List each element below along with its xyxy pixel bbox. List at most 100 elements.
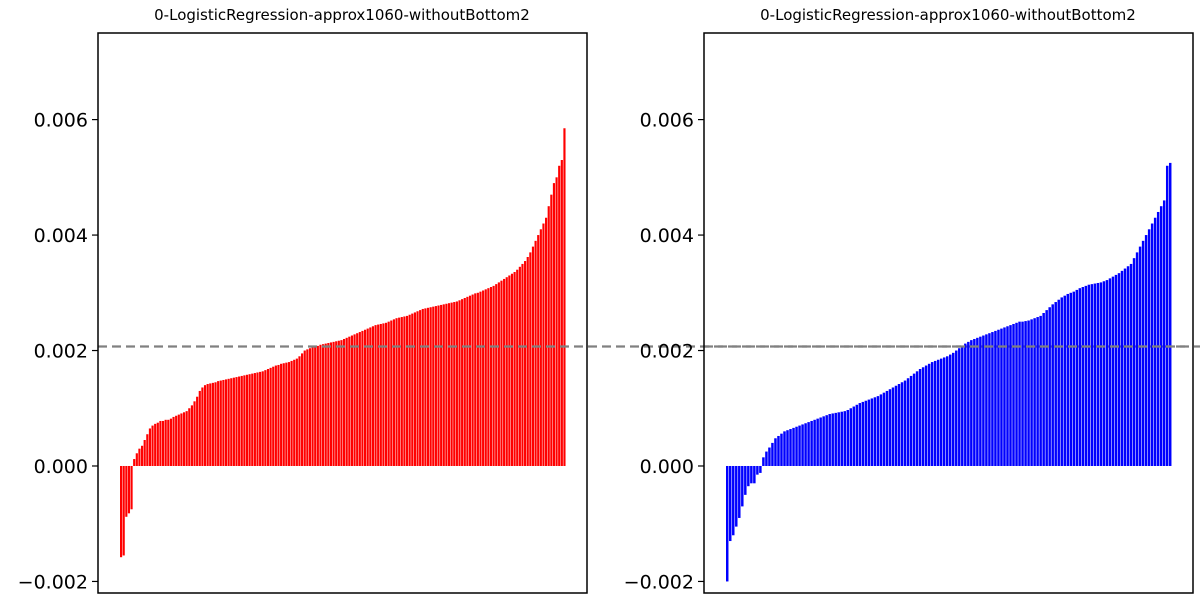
bar-left-166 [555, 177, 558, 466]
bar-right-39 [843, 411, 846, 466]
bar-left-150 [513, 272, 516, 466]
bar-right-18 [780, 433, 783, 466]
bar-left-32 [203, 385, 207, 466]
bar-left-52 [256, 372, 259, 466]
bar-right-116 [1075, 289, 1079, 466]
bar-right-137 [1138, 246, 1142, 466]
bar-left-24 [182, 412, 186, 466]
bar-left-2 [125, 465, 128, 517]
bar-right-7 [747, 465, 750, 487]
bar-right-71 [939, 358, 943, 466]
bar-left-134 [471, 294, 474, 466]
bar-left-27 [190, 405, 193, 466]
bar-right-131 [1120, 270, 1124, 466]
bar-left-46 [240, 375, 243, 466]
bar-left-25 [185, 411, 188, 466]
bar-left-73 [311, 347, 314, 466]
bar-right-64 [918, 369, 922, 466]
bar-left-137 [479, 291, 482, 466]
bar-left-81 [332, 341, 335, 466]
bar-right-102 [1033, 318, 1036, 466]
bar-left-8 [140, 445, 144, 466]
bar-right-27 [807, 422, 810, 466]
bar-right-8 [750, 465, 753, 484]
bar-left-10 [146, 434, 149, 466]
bar-right-90 [997, 329, 1000, 466]
bar-left-141 [489, 287, 493, 466]
bar-left-26 [188, 408, 191, 466]
bar-right-128 [1111, 276, 1115, 466]
bar-left-127 [453, 302, 456, 466]
bar-right-96 [1015, 322, 1018, 466]
y-tick-label-right-3: 0.004 [640, 225, 694, 247]
bar-left-1 [122, 465, 125, 556]
bar-left-62 [282, 363, 285, 466]
bar-right-40 [846, 409, 850, 466]
bar-right-146 [1165, 165, 1169, 466]
bar-left-13 [154, 423, 157, 466]
bar-left-63 [285, 362, 288, 466]
bar-right-70 [936, 359, 940, 466]
bar-right-34 [828, 414, 831, 466]
bar-left-148 [508, 275, 511, 466]
bar-right-82 [973, 338, 976, 466]
bar-left-158 [534, 240, 537, 466]
bar-right-122 [1093, 283, 1097, 466]
bar-left-56 [266, 369, 270, 466]
bar-left-164 [550, 194, 553, 466]
bar-left-97 [374, 325, 377, 466]
bar-left-38 [219, 380, 222, 466]
bar-left-84 [340, 340, 343, 466]
bar-right-92 [1003, 327, 1006, 466]
bar-left-163 [547, 206, 550, 466]
bar-left-160 [539, 229, 542, 466]
bar-left-88 [350, 335, 354, 466]
bar-right-130 [1117, 273, 1121, 466]
bar-right-15 [771, 442, 774, 466]
bar-left-129 [458, 300, 461, 466]
bar-right-139 [1144, 235, 1148, 466]
bar-right-66 [924, 365, 928, 466]
bar-right-115 [1072, 291, 1076, 466]
bar-left-64 [287, 362, 291, 466]
bar-right-93 [1006, 326, 1009, 466]
bar-right-68 [930, 362, 934, 466]
bar-left-144 [497, 282, 500, 466]
bar-left-0 [120, 465, 123, 558]
bar-left-121 [437, 305, 440, 466]
bar-right-127 [1108, 278, 1112, 466]
bar-right-77 [958, 348, 961, 466]
bar-left-15 [159, 420, 162, 466]
bar-right-136 [1135, 252, 1139, 466]
bar-left-153 [521, 263, 524, 466]
bar-left-3 [127, 465, 131, 514]
bar-right-108 [1051, 304, 1054, 466]
bar-right-19 [783, 431, 786, 466]
bar-left-37 [217, 381, 220, 466]
bar-right-104 [1039, 315, 1042, 466]
bar-left-155 [526, 257, 529, 466]
bar-right-99 [1024, 321, 1027, 466]
bar-left-95 [369, 327, 372, 466]
bar-right-78 [961, 345, 964, 466]
bar-right-63 [915, 371, 919, 466]
bar-left-169 [563, 128, 566, 466]
bar-left-156 [529, 252, 532, 466]
bar-left-90 [356, 333, 359, 466]
bar-left-131 [463, 297, 466, 466]
bar-left-44 [235, 377, 238, 466]
bar-left-14 [156, 422, 159, 466]
bar-left-40 [224, 379, 228, 466]
bar-right-22 [792, 427, 795, 466]
bar-right-11 [759, 465, 762, 473]
bar-left-123 [442, 304, 445, 466]
bar-left-51 [253, 373, 256, 466]
bar-right-117 [1078, 288, 1082, 466]
bar-right-53 [885, 390, 889, 466]
bar-left-96 [371, 326, 375, 466]
bar-right-120 [1087, 284, 1091, 466]
bar-right-74 [949, 354, 952, 466]
bar-left-112 [413, 312, 416, 466]
bar-left-120 [434, 306, 437, 466]
